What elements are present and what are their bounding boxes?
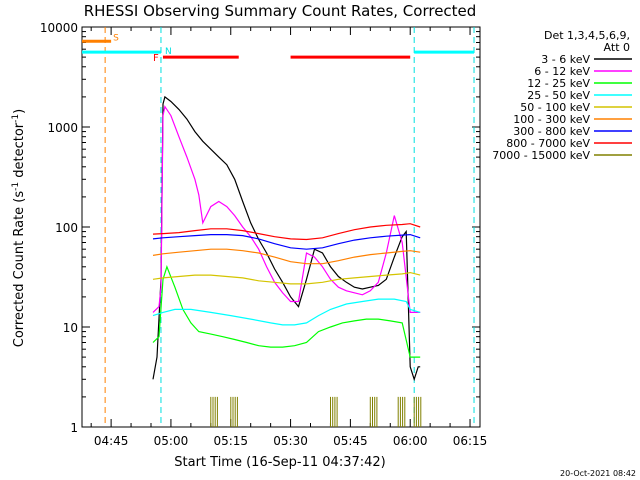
series-line-6-12-kev bbox=[152, 105, 421, 313]
flare-label: F bbox=[153, 53, 159, 64]
y-axis-label-part2: detector bbox=[12, 122, 27, 182]
y-tick-label: 1000 bbox=[47, 121, 78, 135]
saa-label: S bbox=[113, 33, 119, 43]
x-tick-label: 06:15 bbox=[453, 434, 488, 448]
x-tick-label: 06:00 bbox=[393, 434, 428, 448]
series-line-100-300-kev bbox=[152, 248, 421, 265]
y-tick-label: 100 bbox=[55, 221, 78, 235]
night-label: N bbox=[165, 47, 172, 57]
legend-header-detectors: Det 1,3,4,5,6,9, bbox=[544, 29, 630, 42]
plot-frame bbox=[81, 26, 481, 428]
legend-entry-label: 7000 - 15000 keV bbox=[492, 149, 590, 162]
legend-entry-label: 100 - 300 keV bbox=[513, 113, 590, 126]
x-tick-label: 05:15 bbox=[213, 434, 248, 448]
y-tick-label: 10000 bbox=[40, 21, 78, 35]
series-line-12-25-kev bbox=[152, 264, 421, 358]
legend-entry-label: 25 - 50 keV bbox=[527, 89, 590, 102]
series-line-300-800-kev bbox=[152, 233, 421, 250]
x-tick-label: 05:45 bbox=[333, 434, 368, 448]
y-tick-label: 10 bbox=[63, 321, 78, 335]
timestamp: 20-Oct-2021 08:42 bbox=[560, 469, 636, 478]
x-tick-label: 04:45 bbox=[94, 434, 129, 448]
y-axis-label-part3: ) bbox=[12, 109, 27, 114]
plot-area: 1 10 100 1000 10000 04:45 05:00 05:15 05:30 05:45… bbox=[40, 21, 488, 448]
series-line-3-6-kev bbox=[152, 95, 421, 382]
x-axis-label: Start Time (16-Sep-11 04:37:42) bbox=[174, 455, 385, 470]
legend-entry-label: 6 - 12 keV bbox=[534, 65, 590, 78]
legend-entry-label: 50 - 100 keV bbox=[520, 101, 590, 114]
chart-title: RHESSI Observing Summary Count Rates, Co… bbox=[84, 2, 477, 20]
legend-header-attenuator: Att 0 bbox=[604, 41, 630, 54]
y-axis-label-part1: Corrected Count Rate (s bbox=[12, 191, 27, 348]
legend-entry-label: 12 - 25 keV bbox=[527, 77, 590, 90]
x-tick-label: 05:30 bbox=[273, 434, 308, 448]
y-axis-label-sup1: -1 bbox=[11, 182, 21, 191]
legend-entry-label: 3 - 6 keV bbox=[541, 53, 590, 66]
y-axis-label-sup2: -1 bbox=[11, 114, 21, 123]
series-line-7000-15000-kev bbox=[210, 396, 422, 427]
legend-entry-label: 300 - 800 keV bbox=[513, 125, 590, 138]
y-tick-label: 1 bbox=[70, 421, 78, 435]
y-axis-label: Corrected Count Rate (s-1 detector-1) bbox=[11, 109, 27, 347]
legend-entry-label: 800 - 7000 keV bbox=[506, 137, 590, 150]
x-tick-label: 05:00 bbox=[154, 434, 189, 448]
series-line-25-50-kev bbox=[152, 298, 421, 326]
series-line-50-100-kev bbox=[152, 271, 421, 285]
series-line-800-7000-kev bbox=[152, 223, 421, 241]
